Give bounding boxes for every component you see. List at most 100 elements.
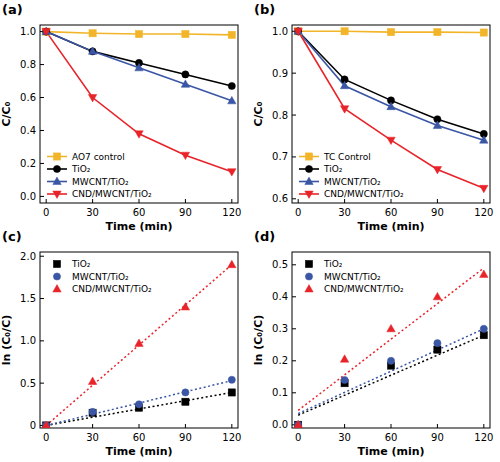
data-point (387, 357, 394, 364)
y-tick (40, 163, 44, 164)
legend: TiO₂MWCNT/TiO₂CND/MWCNT/TiO₂ (305, 259, 404, 294)
legend-marker (305, 285, 313, 292)
x-tick (231, 424, 232, 428)
data-point (340, 81, 348, 88)
data-point (135, 131, 143, 138)
y-tick-label: 0.9 (272, 68, 288, 79)
x-tick-label: 120 (474, 432, 493, 443)
data-point (340, 106, 348, 113)
data-point (89, 409, 96, 416)
y-tick-label: 0.7 (272, 151, 288, 162)
legend-label: CND/MWCNT/TiO₂ (324, 284, 404, 294)
x-tick-label: 120 (222, 207, 241, 218)
data-point (387, 29, 394, 36)
x-axis-title: Time (min) (105, 445, 172, 458)
y-tick (40, 196, 44, 197)
x-axis-title: Time (min) (357, 445, 424, 458)
series-line (46, 32, 232, 172)
x-tick-label: 120 (474, 207, 493, 218)
x-axis-title: Time (min) (105, 220, 172, 233)
data-point (42, 29, 50, 36)
x-tick-label: 60 (133, 432, 146, 443)
y-axis-title: ln (C₀/C) (252, 315, 265, 365)
y-tick-label: 0.8 (272, 110, 288, 121)
legend-marker (305, 273, 312, 280)
data-point (480, 270, 488, 277)
y-tick (40, 383, 44, 384)
y-tick-label: 0.4 (272, 291, 288, 302)
data-point (43, 422, 50, 428)
panel: (c)030609012000.51.01.52.0Time (min)ln (… (0, 229, 241, 458)
x-tick-label: 30 (86, 207, 99, 218)
series-line (46, 32, 232, 86)
x-tick (231, 199, 232, 203)
fit-line (298, 268, 484, 410)
legend-marker (53, 260, 60, 267)
legend-label: CND/MWCNT/TiO₂ (72, 189, 152, 199)
y-tick (292, 156, 296, 157)
x-tick (344, 424, 345, 428)
legend-label: MWCNT/TiO₂ (324, 177, 381, 187)
data-point (480, 136, 488, 143)
data-point (228, 260, 236, 267)
x-tick (483, 424, 484, 428)
data-point (88, 47, 96, 54)
plot-frame (292, 252, 490, 428)
legend-label: TiO₂ (71, 259, 91, 269)
y-tick-label: 1.5 (20, 293, 36, 304)
y-tick (40, 298, 44, 299)
y-tick-label: 0.4 (20, 125, 36, 136)
x-tick (437, 424, 438, 428)
fit-line (46, 392, 232, 425)
data-point (341, 376, 348, 383)
y-tick (292, 392, 296, 393)
x-tick-label: 30 (338, 432, 351, 443)
plot-frame (40, 252, 238, 428)
y-tick-label: 0.2 (20, 158, 36, 169)
data-point (295, 421, 302, 428)
x-tick-label: 0 (43, 432, 49, 443)
legend-marker (305, 153, 312, 160)
data-point (294, 28, 302, 35)
data-point (228, 169, 236, 176)
series-line (298, 31, 484, 188)
plot-area (294, 27, 488, 193)
y-tick-label: 2.0 (20, 251, 36, 262)
data-point (340, 355, 348, 362)
data-point (387, 137, 395, 144)
x-tick-label: 90 (179, 432, 192, 443)
panel-label: (b) (254, 2, 275, 17)
y-tick-label: 0.0 (20, 191, 36, 202)
legend-label: CND/MWCNT/TiO₂ (324, 189, 404, 199)
data-point (228, 376, 235, 383)
x-tick-label: 0 (295, 432, 301, 443)
series-line (46, 32, 232, 101)
data-point (89, 30, 96, 37)
y-tick (292, 73, 296, 74)
y-tick (292, 198, 296, 199)
data-point (228, 389, 235, 396)
y-tick-label: 0.0 (272, 419, 288, 430)
series-line (298, 31, 484, 140)
legend-marker (53, 285, 61, 292)
x-tick (344, 199, 345, 203)
data-point (387, 324, 395, 331)
legend-label: TiO₂ (323, 164, 343, 174)
data-point (181, 303, 189, 310)
series-line (298, 31, 484, 134)
x-tick (139, 424, 140, 428)
data-point (295, 28, 302, 35)
data-point (43, 28, 50, 35)
plot-area (42, 260, 236, 428)
y-tick-label: 0.8 (20, 59, 36, 70)
legend-label: TC Control (323, 152, 371, 162)
y-tick (292, 360, 296, 361)
data-point (182, 398, 189, 405)
y-axis-title: C/C₀ (0, 101, 13, 126)
data-point (295, 28, 302, 35)
legend-marker (53, 177, 61, 184)
x-tick (391, 199, 392, 203)
y-tick-label: 0.6 (272, 193, 288, 204)
panel-label: (a) (2, 2, 23, 17)
fit-line (298, 335, 484, 415)
